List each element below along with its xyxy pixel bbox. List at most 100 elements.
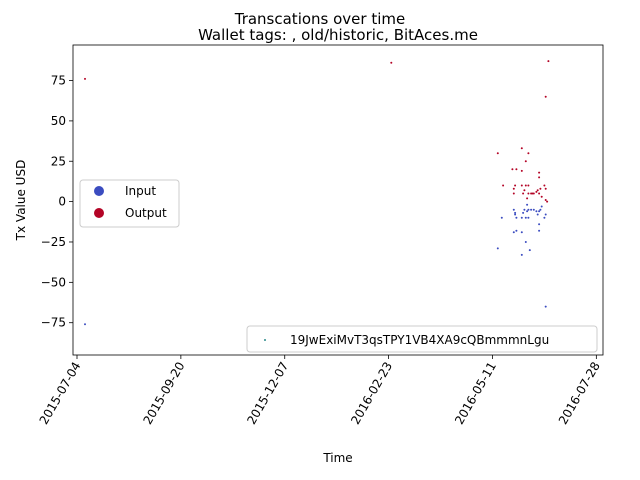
output-point	[536, 189, 539, 192]
x-tick-label: 2016-05-11	[452, 360, 499, 427]
output-point	[540, 195, 543, 198]
output-point	[520, 147, 523, 150]
output-point	[524, 160, 527, 163]
y-axis: −75 −50 −25 0 25 50 75	[41, 74, 73, 330]
y-tick-label: 50	[51, 114, 66, 128]
output-point	[547, 60, 550, 63]
input-point	[526, 203, 529, 206]
y-tick-label: 75	[51, 74, 66, 88]
input-point	[526, 210, 529, 213]
output-point	[546, 200, 549, 203]
input-point	[528, 249, 531, 252]
x-tick-label: 2015-12-07	[244, 360, 291, 427]
output-point	[538, 192, 541, 195]
input-point	[530, 208, 533, 211]
input-point	[538, 210, 541, 213]
x-tick-label: 2015-09-20	[140, 360, 187, 427]
input-point	[523, 208, 526, 211]
legend-output-label: Output	[125, 206, 167, 220]
input-point	[536, 213, 539, 216]
input-point	[515, 216, 518, 219]
input-point	[520, 253, 523, 256]
y-tick-label: −50	[41, 275, 66, 289]
input-point	[514, 211, 517, 214]
output-point	[543, 184, 546, 187]
input-point	[520, 216, 523, 219]
output-point	[520, 184, 523, 187]
output-point	[512, 192, 515, 195]
chart-suptitle: Transcations over time	[234, 10, 406, 28]
y-tick-label: 25	[51, 154, 66, 168]
input-point	[532, 208, 535, 211]
output-point	[532, 192, 535, 195]
output-point	[531, 192, 534, 195]
output-point	[512, 187, 515, 190]
output-point	[523, 189, 526, 192]
y-tick-label: −25	[41, 235, 66, 249]
input-point	[512, 208, 515, 211]
legend-wallet-label: 19JwExiMvT3qsTPY1VB4XA9cQBmmmnLgu	[290, 333, 549, 347]
input-point	[500, 216, 503, 219]
legend-types: Input Output	[79, 179, 180, 228]
input-point	[496, 247, 499, 250]
y-tick-label: 0	[58, 195, 66, 209]
output-point	[390, 61, 393, 64]
output-point	[520, 169, 523, 172]
input-point	[515, 229, 518, 232]
input-point	[540, 205, 543, 208]
output-point	[515, 168, 518, 171]
y-axis-label: Tx Value USD	[14, 160, 28, 242]
output-point	[524, 184, 527, 187]
output-point	[544, 199, 547, 201]
input-point	[522, 211, 525, 214]
output-point	[502, 184, 505, 187]
input-point	[520, 231, 523, 234]
y-tick-label: −75	[41, 316, 66, 330]
points-layer	[84, 60, 550, 326]
output-point	[538, 171, 541, 174]
legend-input-marker	[94, 186, 104, 196]
input-point	[512, 231, 515, 234]
output-point	[539, 187, 542, 190]
input-point	[524, 241, 527, 243]
output-point	[527, 192, 530, 195]
x-tick-label: 2016-07-28	[556, 360, 603, 427]
x-tick-label: 2015-07-04	[37, 360, 84, 427]
output-point	[84, 77, 86, 80]
legend-output-marker	[94, 208, 104, 218]
output-point	[535, 190, 538, 193]
output-point	[514, 184, 517, 187]
output-point	[527, 184, 530, 187]
legend-wallet: 19JwExiMvT3qsTPY1VB4XA9cQBmmmnLgu	[246, 325, 598, 353]
input-point	[527, 216, 530, 219]
input-point	[535, 210, 538, 213]
output-point	[538, 176, 541, 179]
x-axis-label: Time	[322, 451, 352, 465]
x-axis: 2015-07-04 2015-09-20 2015-12-07 2016-02-23…	[37, 355, 603, 427]
legend-types-box	[79, 179, 180, 228]
input-point	[514, 213, 517, 216]
legend-input-label: Input	[125, 184, 156, 198]
input-point	[527, 208, 530, 211]
output-point	[527, 152, 530, 155]
legend-wallet-box	[246, 325, 598, 353]
chart-title: Wallet tags: , old/historic, BitAces.me	[198, 26, 478, 44]
output-point	[544, 187, 547, 190]
input-point	[544, 213, 547, 216]
legend-wallet-marker	[264, 339, 266, 341]
output-point	[544, 95, 547, 98]
input-point	[524, 216, 527, 219]
input-point	[538, 229, 541, 232]
plot-frame	[72, 44, 604, 356]
output-point	[496, 152, 499, 155]
input-point	[539, 208, 542, 211]
output-point	[522, 192, 525, 195]
x-tick-label: 2016-02-23	[348, 360, 395, 427]
output-point	[526, 197, 529, 200]
output-point	[511, 168, 514, 171]
input-point	[84, 323, 86, 326]
input-point	[538, 223, 541, 226]
input-point	[543, 216, 546, 219]
input-point	[544, 305, 547, 308]
